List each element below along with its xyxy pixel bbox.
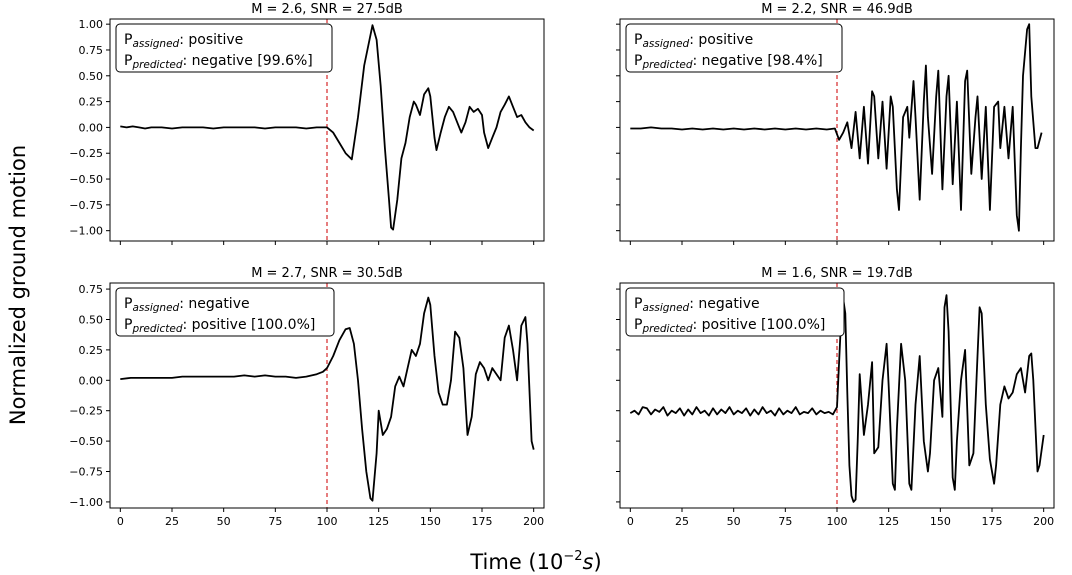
annotation-assigned: Passigned: negative — [124, 296, 250, 314]
x-axis-label: Time (10−2s) — [469, 549, 601, 574]
annotation-predicted: Ppredicted: positive [100.0%] — [124, 317, 315, 335]
plot-frame — [109, 18, 545, 242]
panel-4: M = 1.6, SNR = 19.7dB 0 25 50 75 100 125 150 175… — [616, 266, 1055, 528]
annotation-assigned: Passigned: negative — [634, 296, 760, 314]
x-tick-label: 75 — [778, 515, 792, 528]
waveform-line — [629, 294, 1045, 503]
y-tick-label: −0.25 — [69, 147, 103, 160]
y-tick-label: 0.50 — [79, 70, 104, 83]
x-tick-label: 100 — [317, 515, 338, 528]
panel-title: M = 1.6, SNR = 19.7dB — [761, 266, 913, 281]
waveform-line — [120, 24, 535, 231]
y-tick-label: −0.50 — [69, 435, 103, 448]
x-tick-label: 200 — [1033, 515, 1054, 528]
annotation-assigned: Passigned: positive — [124, 32, 243, 50]
panel-1: M = 2.6, SNR = 27.5dB −1.00 −0.75 −0.50 −0.2… — [69, 2, 545, 245]
panel-title: M = 2.6, SNR = 27.5dB — [251, 2, 403, 17]
x-tick-label: 150 — [420, 515, 441, 528]
y-tick-label: 1.00 — [79, 18, 104, 31]
y-axis-label: Normalized ground motion — [6, 145, 30, 425]
panel-title: M = 2.7, SNR = 30.5dB — [251, 266, 403, 281]
x-tick-label: 50 — [727, 515, 741, 528]
plot-frame — [109, 282, 545, 509]
panel-2: M = 2.2, SNR = 46.9dB Passigned: positive… — [616, 2, 1055, 245]
x-tick-label: 100 — [827, 515, 848, 528]
y-tick-label: −0.50 — [69, 173, 103, 186]
y-tick-label: −0.75 — [69, 466, 103, 479]
plot-frame — [619, 282, 1055, 509]
y-tick-label: 0.00 — [79, 374, 104, 387]
panel-title: M = 2.2, SNR = 46.9dB — [761, 2, 913, 17]
x-tick-label: 175 — [982, 515, 1003, 528]
annotation-predicted: Ppredicted: negative [99.6%] — [124, 53, 313, 71]
y-tick-label: 0.25 — [79, 344, 104, 357]
y-tick-label: 0.50 — [79, 313, 104, 326]
waveform-line — [120, 296, 535, 502]
x-tick-label: 125 — [368, 515, 389, 528]
x-tick-label: 50 — [217, 515, 231, 528]
y-tick-label: −0.25 — [69, 405, 103, 418]
x-tick-label: 75 — [268, 515, 282, 528]
x-tick-label: 0 — [627, 515, 634, 528]
y-tick-label: 0.75 — [79, 44, 104, 57]
y-tick-label: 0.00 — [79, 121, 104, 134]
y-tick-label: −1.00 — [69, 225, 103, 238]
annotation-predicted: Ppredicted: negative [98.4%] — [634, 53, 823, 71]
x-tick-label: 0 — [117, 515, 124, 528]
annotation-predicted: Ppredicted: positive [100.0%] — [634, 317, 825, 335]
plot-frame — [619, 18, 1055, 242]
x-tick-label: 200 — [523, 515, 544, 528]
x-tick-label: 25 — [165, 515, 179, 528]
y-tick-label: 0.75 — [79, 283, 104, 296]
x-tick-label: 125 — [878, 515, 899, 528]
annotation-box — [115, 287, 335, 337]
annotation-box — [115, 23, 333, 73]
y-tick-label: −1.00 — [69, 496, 103, 509]
y-tick-label: 0.25 — [79, 96, 104, 109]
waveform-line — [630, 23, 1043, 232]
annotation-box — [625, 287, 845, 337]
y-tick-label: −0.75 — [69, 199, 103, 212]
annotation-box — [625, 23, 843, 73]
annotation-assigned: Passigned: positive — [634, 32, 753, 50]
x-tick-label: 175 — [472, 515, 493, 528]
x-tick-label: 25 — [675, 515, 689, 528]
x-tick-label: 150 — [930, 515, 951, 528]
panel-3: M = 2.7, SNR = 30.5dB −1.00 −0.75 −0.50 −0.2… — [69, 266, 545, 528]
